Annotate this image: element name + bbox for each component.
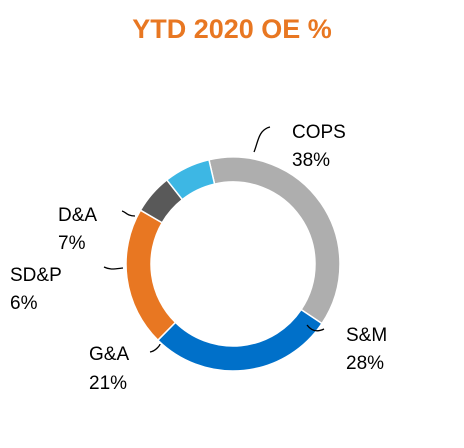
slice-name-label: S&M bbox=[346, 325, 387, 346]
slice-value-label: 6% bbox=[10, 293, 38, 314]
slice-value-label: 7% bbox=[58, 233, 86, 254]
slice-s-m bbox=[156, 308, 323, 372]
leader-line bbox=[253, 126, 271, 153]
slice-value-label: 21% bbox=[89, 373, 127, 394]
slice-name-label: SD&P bbox=[10, 265, 62, 286]
leader-line bbox=[121, 210, 136, 217]
leader-line bbox=[149, 343, 161, 353]
slice-value-label: 38% bbox=[292, 150, 330, 171]
slices-layer bbox=[125, 156, 341, 372]
slice-cops bbox=[208, 156, 341, 325]
slice-name-label: G&A bbox=[89, 344, 129, 365]
slice-value-label: 28% bbox=[346, 353, 384, 374]
chart-title: YTD 2020 OE % bbox=[132, 14, 332, 44]
slice-g-a bbox=[125, 209, 177, 342]
leader-line bbox=[306, 324, 325, 332]
slice-d-a bbox=[165, 158, 216, 201]
slice-name-label: D&A bbox=[58, 205, 97, 226]
labels-layer: COPS 38% S&M 28% G&A 21% SD&P 6% D&A 7% bbox=[10, 122, 387, 394]
leaders-layer bbox=[103, 126, 325, 353]
leader-line bbox=[103, 266, 124, 270]
slice-name-label: COPS bbox=[292, 122, 346, 143]
